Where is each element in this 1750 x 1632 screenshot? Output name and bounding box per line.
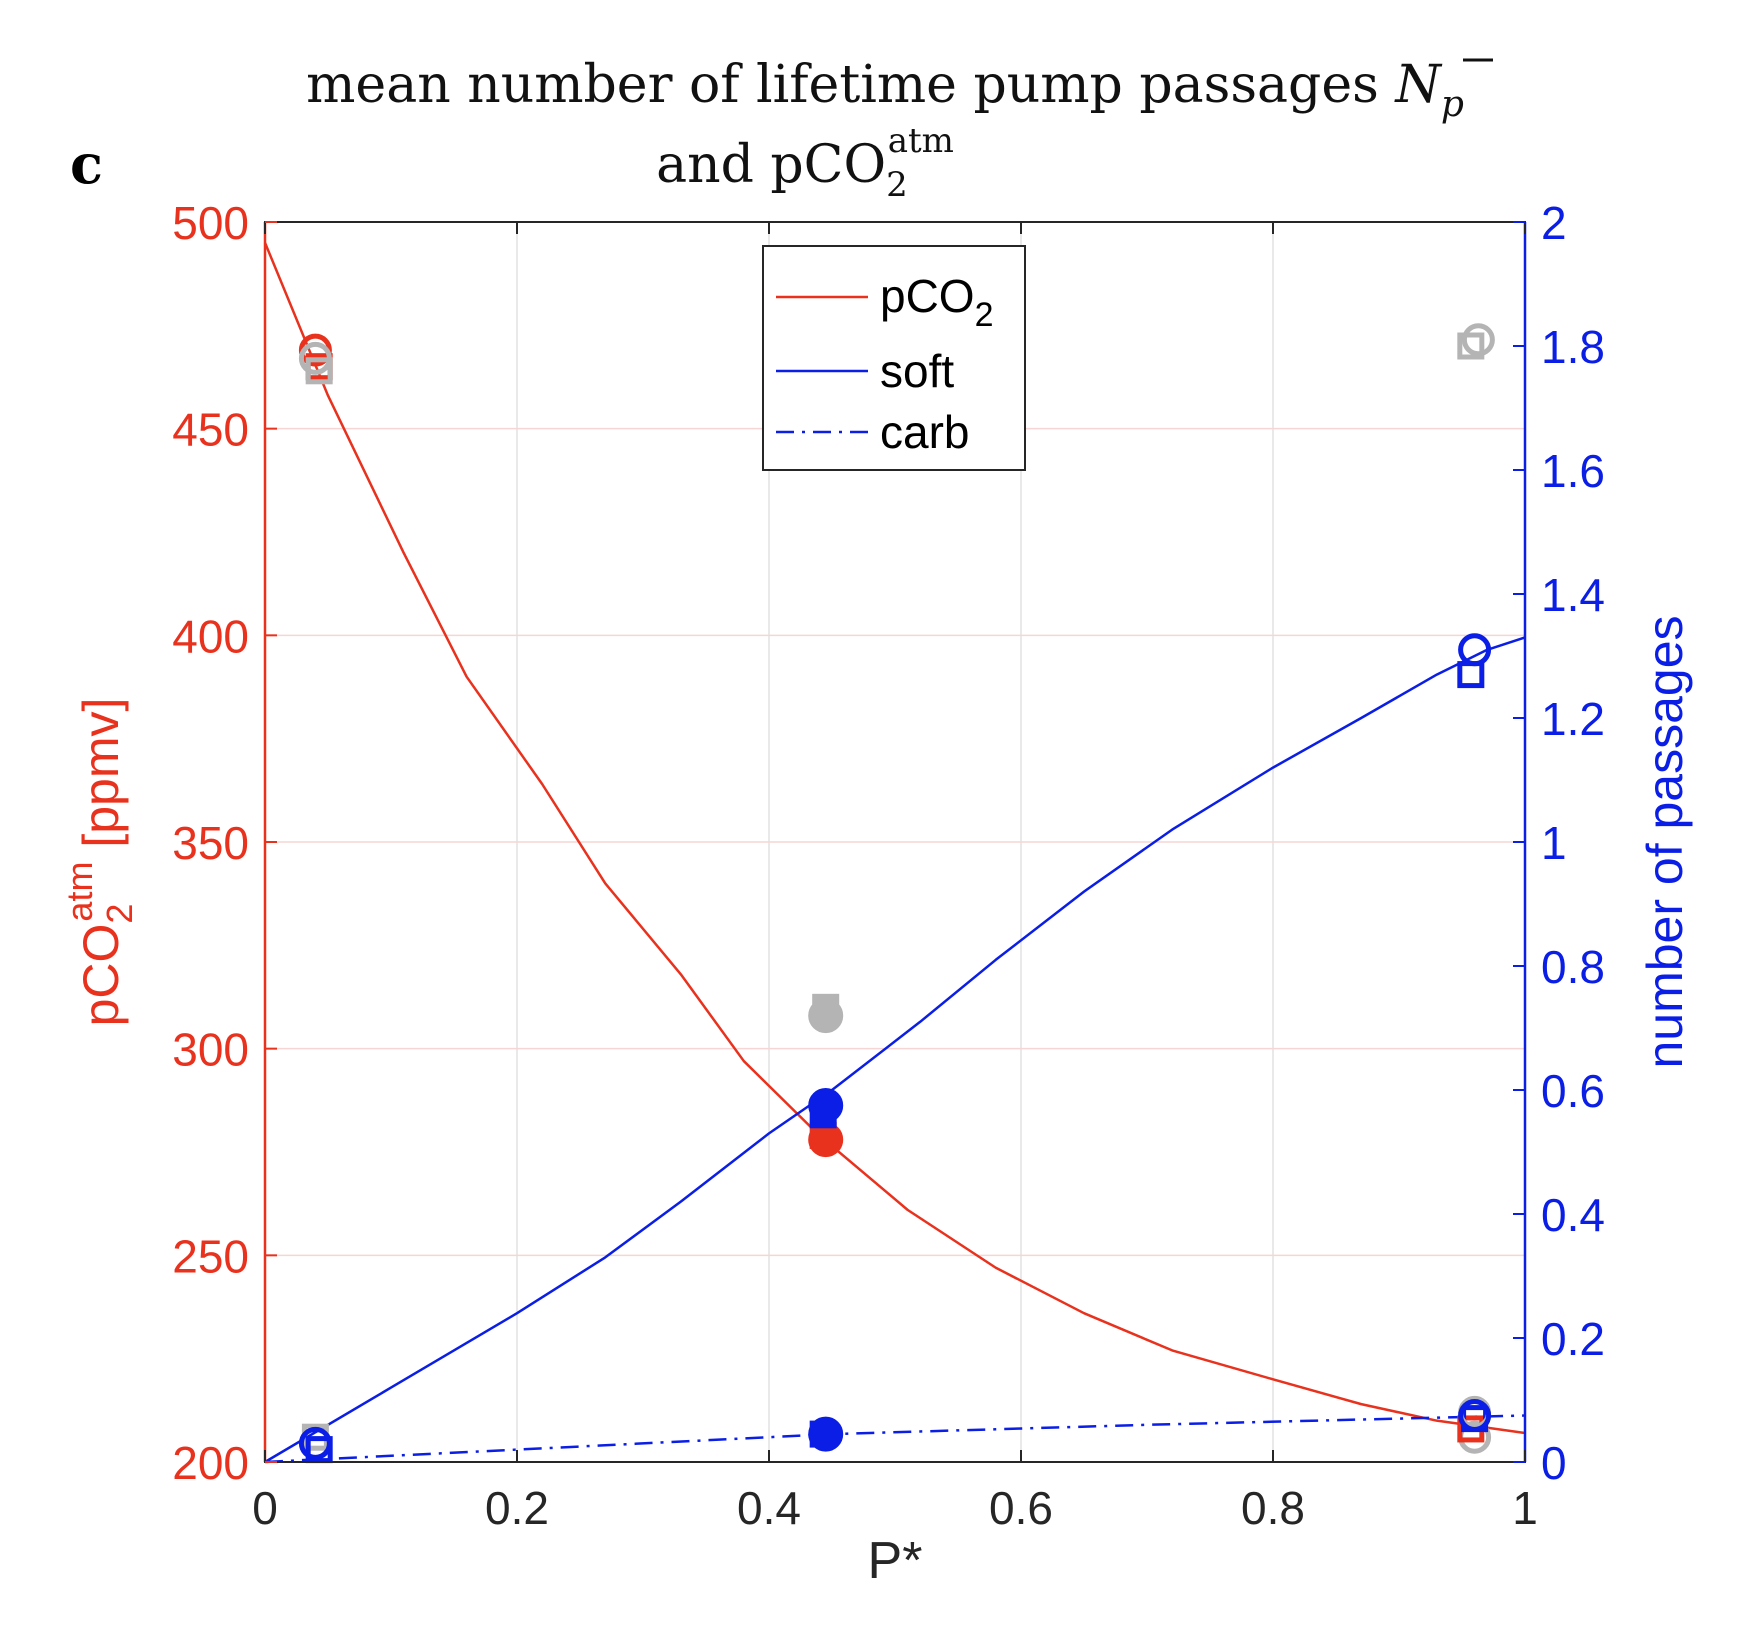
data-markers — [298, 323, 1495, 1464]
data-marker-circle — [1461, 323, 1495, 357]
legend: pCO2 soft carb — [762, 245, 1026, 471]
data-marker-circle — [808, 1088, 844, 1123]
y-right-tick-label: 1.8 — [1541, 321, 1605, 373]
data-marker-circle — [808, 998, 844, 1034]
title-line1-symbol: N — [1393, 55, 1442, 115]
left-axis-label-sub: 2 — [99, 904, 140, 924]
y-left-tick-label: 400 — [172, 610, 249, 662]
y-right-tick-label: 1 — [1541, 817, 1567, 869]
left-axis-label-text: pCO2atm [ppmv] — [59, 698, 140, 1027]
title-line1-text: mean number of lifetime pump passages — [306, 55, 1395, 115]
y-left-tick-label: 300 — [172, 1024, 249, 1076]
title-line1-symbol-sub: p — [1441, 84, 1464, 125]
title-line2-sub: 2 — [886, 165, 908, 205]
y-left-tick-label: 500 — [172, 197, 249, 249]
legend-label-pco2: pCO2 — [880, 270, 994, 334]
legend-label-pco2-sub: 2 — [975, 296, 994, 334]
ticks: 0 0.2 0.4 0.6 0.8 1 200 250 300 350 400 450 500 0 0.2 0… — [172, 197, 1605, 1534]
data-marker-circle — [808, 1416, 844, 1452]
x-tick-label: 0.4 — [737, 1482, 801, 1534]
x-tick-label: 0.2 — [485, 1482, 549, 1534]
data-marker-circle — [298, 341, 332, 375]
data-marker-circle — [808, 1122, 844, 1158]
series-line-carb — [264, 1414, 1526, 1464]
legend-box — [762, 245, 1026, 471]
y-left-tick-label: 200 — [172, 1437, 249, 1489]
y-right-tick-label: 0.2 — [1541, 1313, 1605, 1365]
title-line1: mean number of lifetime pump passages Np — [306, 55, 1464, 125]
data-marker-square — [1457, 661, 1485, 689]
panel-label: c — [70, 132, 103, 196]
y-right-tick-label: 0.6 — [1541, 1065, 1605, 1117]
data-marker-square — [1457, 332, 1485, 360]
y-left-tick-label: 450 — [172, 404, 249, 456]
legend-label-pco2-main: pCO — [880, 270, 975, 322]
y-left-tick-label: 250 — [172, 1230, 249, 1282]
y-right-tick-label: 0.4 — [1541, 1189, 1605, 1241]
left-axis-label-unit: [ppmv] — [73, 698, 129, 862]
right-axis-label: number of passages — [1637, 615, 1693, 1068]
title-line2-sup: atm — [888, 121, 954, 161]
data-marker-circle — [1458, 1399, 1492, 1432]
title-line2: and pCO2atm — [656, 121, 954, 205]
y-right-tick-label: 0.8 — [1541, 941, 1605, 993]
y-right-tick-label: 1.6 — [1541, 445, 1605, 497]
title-line2-text: and pCO — [656, 135, 886, 195]
data-marker-circle — [1458, 633, 1492, 667]
x-tick-label: 0.8 — [1241, 1482, 1305, 1534]
x-axis-label: P* — [868, 1532, 923, 1590]
y-left-tick-label: 350 — [172, 817, 249, 869]
y-right-tick-label: 0 — [1541, 1437, 1567, 1489]
chart-title: mean number of lifetime pump passages Np… — [306, 55, 1464, 205]
y-right-tick-label: 2 — [1541, 197, 1567, 249]
series-line-soft — [264, 636, 1526, 1464]
left-axis-label-sup: atm — [59, 862, 100, 922]
x-tick-label: 0.6 — [989, 1482, 1053, 1534]
y-right-tick-label: 1.2 — [1541, 693, 1605, 745]
legend-label-carb: carb — [880, 406, 969, 458]
x-tick-label: 1 — [1512, 1482, 1538, 1534]
left-axis-label-main: pCO — [73, 924, 129, 1027]
data-marker-square — [305, 1436, 333, 1464]
x-tick-label: 0 — [252, 1482, 278, 1534]
left-axis-label: pCO2atm [ppmv] — [59, 698, 140, 1027]
legend-label-soft: soft — [880, 345, 954, 397]
y-right-tick-label: 1.4 — [1541, 569, 1605, 621]
